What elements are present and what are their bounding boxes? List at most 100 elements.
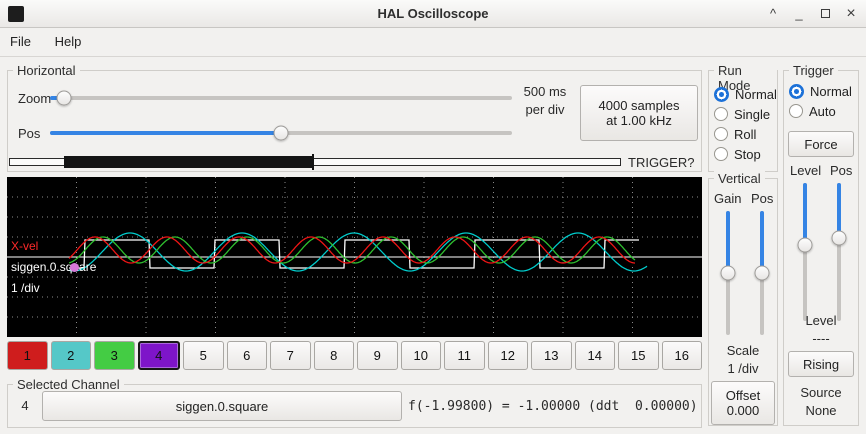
selected-channel-value: f(-1.99800) = -1.00000 (ddt 0.00000) bbox=[408, 399, 698, 414]
scope-label-3: 1 /div bbox=[11, 281, 40, 295]
minimize-button[interactable]: _ bbox=[795, 6, 803, 21]
zoom-label: Zoom bbox=[18, 91, 52, 106]
horizontal-frame: Horizontal Zoom 500 ms per div 4000 samp… bbox=[7, 63, 702, 172]
capture-position-bar bbox=[9, 154, 621, 170]
channel-button-15[interactable]: 15 bbox=[618, 341, 659, 370]
channel-button-6[interactable]: 6 bbox=[226, 341, 267, 370]
vertical-gain-header: Gain bbox=[714, 191, 742, 206]
vertical-pos-slider-handle[interactable] bbox=[754, 265, 770, 281]
run-mode-option-roll[interactable]: Roll bbox=[709, 124, 777, 144]
offset-caption: Offset bbox=[725, 388, 761, 403]
radio-icon[interactable] bbox=[789, 83, 804, 99]
run-mode-option-normal[interactable]: Normal bbox=[709, 84, 777, 104]
trigger-pos-slider[interactable] bbox=[830, 183, 848, 321]
trigger-option-auto[interactable]: Auto bbox=[784, 101, 858, 121]
zoom-slider-handle[interactable] bbox=[56, 90, 72, 106]
channel-button-5[interactable]: 5 bbox=[183, 341, 224, 370]
channel-button-12[interactable]: 12 bbox=[487, 341, 528, 370]
pos-label: Pos bbox=[18, 126, 41, 141]
radio-label: Normal bbox=[735, 86, 777, 102]
zoom-slider[interactable] bbox=[50, 89, 512, 107]
trace-ch4-siggen.0.square bbox=[69, 239, 639, 269]
radio-icon[interactable] bbox=[714, 127, 728, 141]
title-bar[interactable]: HAL Oscilloscope ^ _ × bbox=[0, 0, 866, 28]
menu-file[interactable]: File bbox=[10, 34, 31, 49]
shade-button[interactable]: ^ bbox=[769, 6, 777, 21]
trigger-frame-label: Trigger bbox=[789, 63, 838, 78]
channel-button-7[interactable]: 7 bbox=[270, 341, 311, 370]
window-title: HAL Oscilloscope bbox=[377, 6, 489, 21]
trigger-level-value: ---- bbox=[812, 331, 830, 346]
channel-button-14[interactable]: 14 bbox=[574, 341, 615, 370]
selected-channel-name-button[interactable]: siggen.0.square bbox=[42, 391, 402, 421]
radio-icon[interactable] bbox=[714, 147, 728, 161]
menu-help[interactable]: Help bbox=[54, 34, 82, 49]
channel-button-row: 1 2 3 4 5 6 7 8 9 10 11 12 13 14 15 16 bbox=[7, 341, 702, 370]
radio-icon[interactable] bbox=[789, 104, 803, 118]
trigger-level-slider[interactable] bbox=[796, 183, 814, 321]
capture-bar-marker bbox=[311, 154, 314, 170]
run-mode-frame: Run Mode Normal Single Roll Stop bbox=[708, 63, 778, 172]
trigger-source-caption: Source bbox=[800, 385, 842, 400]
radio-label: Normal bbox=[810, 83, 852, 99]
channel-button-10[interactable]: 10 bbox=[400, 341, 441, 370]
force-button[interactable]: Force bbox=[788, 131, 854, 157]
vertical-frame-label: Vertical bbox=[714, 171, 765, 186]
trigger-level-header: Level bbox=[790, 163, 822, 178]
trigger-question-label: TRIGGER? bbox=[628, 155, 695, 170]
run-mode-options: Normal Single Roll Stop bbox=[709, 84, 777, 164]
radio-icon[interactable] bbox=[714, 86, 729, 102]
channel-button-9[interactable]: 9 bbox=[357, 341, 398, 370]
trigger-pos-slider-trough[interactable] bbox=[837, 183, 841, 321]
channel-button-4[interactable]: 4 bbox=[137, 341, 180, 370]
run-mode-option-single[interactable]: Single bbox=[709, 104, 777, 124]
zoom-slider-trough[interactable] bbox=[50, 96, 512, 100]
record-samples-line1: 4000 samples bbox=[598, 98, 680, 113]
vertical-scale-value: 1 /div bbox=[727, 361, 759, 376]
vertical-gain-slider[interactable] bbox=[719, 211, 737, 335]
radio-icon[interactable] bbox=[714, 107, 728, 121]
capture-bar-fill bbox=[64, 156, 312, 168]
window-controls: ^ _ × bbox=[766, 4, 858, 24]
radio-label: Roll bbox=[734, 126, 757, 142]
selected-channel-number: 4 bbox=[21, 398, 29, 413]
scope-label-1: X-vel bbox=[11, 239, 39, 253]
pos-slider[interactable] bbox=[50, 124, 512, 142]
scope-display: X-vel siggen.0.square 1 /div bbox=[7, 177, 702, 337]
offset-value: 0.000 bbox=[726, 403, 760, 418]
channel-button-2[interactable]: 2 bbox=[50, 341, 91, 370]
channel-button-13[interactable]: 13 bbox=[531, 341, 572, 370]
vertical-gain-slider-handle[interactable] bbox=[720, 265, 736, 281]
record-length-button[interactable]: 4000 samples at 1.00 kHz bbox=[580, 85, 698, 141]
channel-button-16[interactable]: 16 bbox=[661, 341, 702, 370]
trigger-pos-slider-handle[interactable] bbox=[831, 230, 847, 246]
pos-slider-handle[interactable] bbox=[273, 125, 289, 141]
close-button[interactable]: × bbox=[846, 5, 856, 22]
channel-button-8[interactable]: 8 bbox=[313, 341, 354, 370]
trace-ch3-sine bbox=[68, 236, 636, 264]
scope-waveforms bbox=[7, 177, 702, 337]
capture-bar-outline bbox=[9, 158, 621, 166]
maximize-icon bbox=[820, 9, 830, 18]
channel-button-1[interactable]: 1 bbox=[7, 341, 48, 370]
trigger-level-slider-handle[interactable] bbox=[797, 237, 813, 253]
trigger-options: Normal Auto bbox=[784, 81, 858, 121]
trigger-frame: Trigger Normal Auto Force Level Pos Level… bbox=[783, 63, 859, 426]
time-per-div-line1: 500 ms bbox=[523, 84, 567, 99]
run-mode-option-stop[interactable]: Stop bbox=[709, 144, 777, 164]
time-per-div-line2: per div bbox=[525, 102, 565, 117]
trigger-level-marker-dot bbox=[70, 263, 79, 272]
vertical-pos-slider[interactable] bbox=[753, 211, 771, 335]
channel-button-3[interactable]: 3 bbox=[94, 341, 135, 370]
trigger-source-value: None bbox=[805, 403, 837, 418]
maximize-button[interactable] bbox=[818, 5, 832, 23]
selected-channel-frame: Selected Channel 4 siggen.0.square f(-1.… bbox=[7, 377, 702, 428]
trigger-option-normal[interactable]: Normal bbox=[784, 81, 858, 101]
vertical-pos-header: Pos bbox=[751, 191, 774, 206]
trigger-pos-header: Pos bbox=[830, 163, 853, 178]
vertical-frame: Vertical Gain Pos Scale 1 /div Offset 0.… bbox=[708, 171, 778, 426]
trigger-edge-button[interactable]: Rising bbox=[788, 351, 854, 377]
channel-button-11[interactable]: 11 bbox=[444, 341, 485, 370]
offset-button[interactable]: Offset 0.000 bbox=[711, 381, 775, 425]
